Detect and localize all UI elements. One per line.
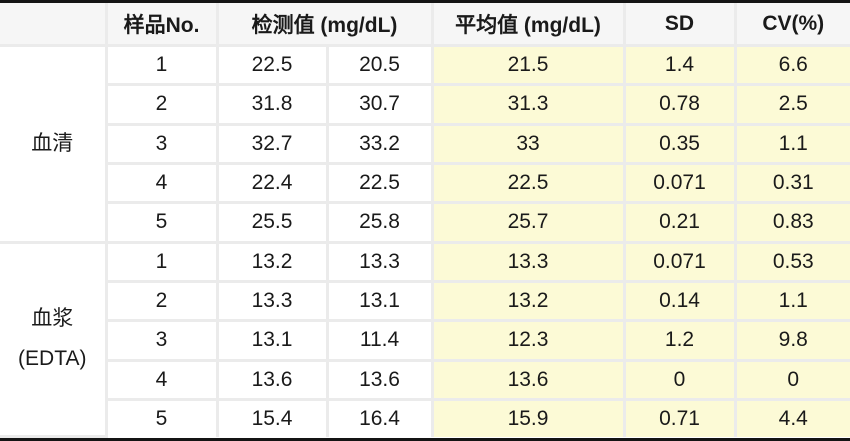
group-label-serum: 血清 [0,44,108,244]
cell-value-1: 13.6 [215,358,329,401]
header-cv: CV(%) [733,3,850,47]
cell-value-2: 16.4 [325,397,434,437]
group-label-subtext: (EDTA) [18,347,87,371]
cell-mean: 21.5 [430,43,626,87]
cell-sd: 0.071 [622,161,737,205]
cell-sd: 0.35 [622,122,737,165]
cell-sd: 1.4 [622,43,737,87]
cell-mean: 31.3 [430,83,626,126]
cell-mean: 25.7 [430,201,626,244]
cell-cv: 6.6 [733,43,850,87]
cell-value-1: 22.5 [215,43,329,87]
cell-value-1: 13.1 [215,319,329,362]
table-row: 3 13.1 11.4 12.3 1.2 9.8 [0,319,850,362]
cell-sd: 0.071 [622,240,737,283]
header-corner [0,3,108,47]
cell-value-1: 32.7 [215,122,329,165]
table-row: 2 31.8 30.7 31.3 0.78 2.5 [0,83,850,126]
cell-mean: 13.3 [430,240,626,283]
cell-mean: 13.6 [430,358,626,401]
cell-cv: 0 [733,358,850,401]
cell-cv: 2.5 [733,83,850,126]
cell-sample-no: 1 [104,43,219,87]
cell-value-2: 11.4 [325,319,434,362]
cell-sd: 0.21 [622,201,737,244]
header-sd: SD [622,3,737,47]
cell-cv: 0.83 [733,201,850,244]
cell-value-2: 33.2 [325,122,434,165]
group-label-edta-plasma: 血浆 (EDTA) [0,240,108,438]
cell-sample-no: 3 [106,319,219,362]
cell-value-2: 13.1 [325,279,434,323]
table-row: 2 13.3 13.1 13.2 0.14 1.1 [0,279,850,323]
precision-results-table: 样品No. 检测值 (mg/dL) 平均值 (mg/dL) SD CV(%) 血… [0,3,850,438]
table-row: 3 32.7 33.2 33 0.35 1.1 [0,122,850,165]
cell-sample-no: 4 [106,161,219,205]
cell-cv: 9.8 [733,319,850,362]
cell-value-1: 15.4 [215,397,329,437]
cell-sd: 0.71 [622,397,737,437]
cell-value-1: 31.8 [215,83,329,126]
cell-sample-no: 4 [106,358,219,401]
cell-sample-no: 2 [106,279,219,323]
group-label-text: 血清 [31,131,74,155]
header-sample-no: 样品No. [104,3,219,47]
cell-value-1: 13.2 [215,240,329,283]
cell-sd: 0.78 [622,83,737,126]
table-row: 4 13.6 13.6 13.6 0 0 [0,358,850,401]
cell-sd: 1.2 [622,319,737,362]
cell-value-2: 22.5 [325,161,434,205]
cell-cv: 0.31 [733,161,850,205]
cell-cv: 0.53 [733,240,850,283]
table-row: 血清 1 22.5 20.5 21.5 1.4 6.6 [0,43,850,244]
cell-mean: 15.9 [430,397,626,437]
cell-cv: 4.4 [733,397,850,437]
cell-mean: 22.5 [430,161,626,205]
cell-value-1: 13.3 [215,279,329,323]
table-row: 4 22.4 22.5 22.5 0.071 0.31 [0,161,850,205]
cell-sample-no: 1 [104,240,219,283]
cell-value-1: 22.4 [215,161,329,205]
table-row: 5 25.5 25.8 25.7 0.21 0.83 [0,201,850,244]
cell-sd: 0.14 [622,279,737,323]
header-measured-value: 检测值 (mg/dL) [215,3,434,47]
cell-sample-no: 2 [106,83,219,126]
cell-mean: 13.2 [430,279,626,323]
cell-value-2: 20.5 [325,43,434,87]
cell-sample-no: 5 [106,397,219,437]
cell-value-2: 13.3 [325,240,434,283]
table-row: 5 15.4 16.4 15.9 0.71 4.4 [0,397,850,437]
group-label-text: 血浆 [31,307,74,331]
cell-sample-no: 3 [106,122,219,165]
header-row: 样品No. 检测值 (mg/dL) 平均值 (mg/dL) SD CV(%) [0,3,850,47]
cell-sample-no: 5 [106,201,219,244]
cell-value-2: 25.8 [325,201,434,244]
cell-sd: 0 [622,358,737,401]
cell-value-2: 30.7 [325,83,434,126]
table-row: 血浆 (EDTA) 1 13.2 13.3 13.3 0.071 0.53 [0,240,850,438]
cell-mean: 12.3 [430,319,626,362]
cell-mean: 33 [430,122,626,165]
cell-cv: 1.1 [733,122,850,165]
cell-cv: 1.1 [733,279,850,323]
cell-value-2: 13.6 [325,358,434,401]
cell-value-1: 25.5 [215,201,329,244]
header-mean: 平均值 (mg/dL) [430,3,626,47]
